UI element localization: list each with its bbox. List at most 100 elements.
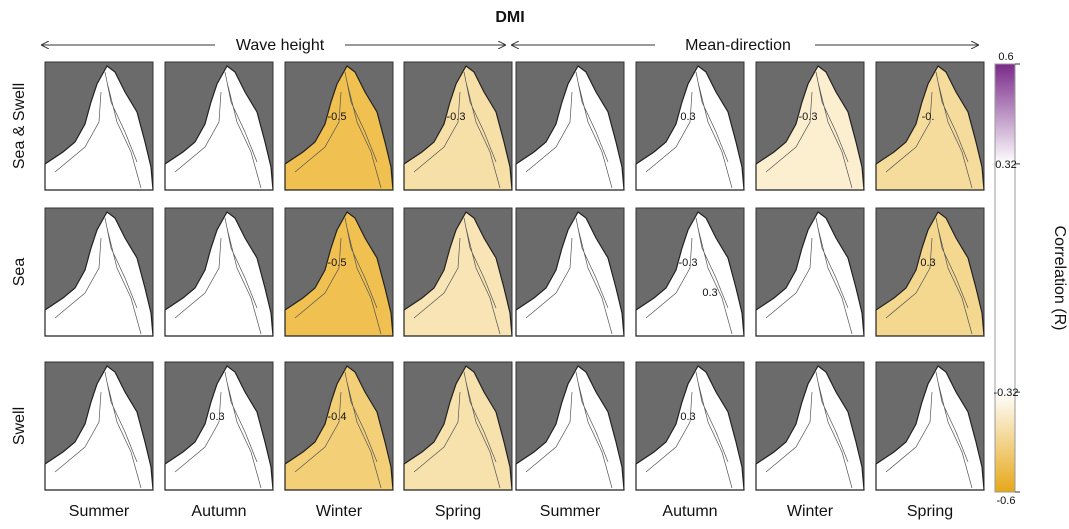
contour bbox=[54, 71, 142, 189]
correlation-shading bbox=[284, 365, 394, 491]
colorbar-tick-label: -0.6 bbox=[997, 495, 1016, 507]
contour bbox=[54, 371, 142, 489]
row-label: Sea & Swell bbox=[11, 83, 28, 169]
correlation-shading bbox=[515, 211, 625, 337]
row-label: Swell bbox=[11, 407, 28, 445]
correlation-shading bbox=[635, 65, 745, 191]
contour bbox=[525, 71, 613, 189]
map-panel bbox=[44, 61, 154, 191]
column-label: Autumn bbox=[191, 503, 246, 520]
contour bbox=[174, 71, 262, 189]
contour-label: -0.4 bbox=[328, 411, 347, 423]
correlation-shading bbox=[875, 211, 985, 337]
correlation-shading bbox=[44, 211, 154, 337]
colorbar-tick-label: -0.32 bbox=[993, 387, 1018, 399]
correlation-shading bbox=[284, 65, 394, 191]
map-panel: -0.3 0.3 bbox=[635, 207, 745, 337]
colorbar bbox=[994, 63, 1016, 493]
map-panel: 0.3 bbox=[164, 361, 274, 491]
row-label: Sea bbox=[11, 258, 28, 287]
column-label: Spring bbox=[435, 503, 481, 520]
map-panel bbox=[875, 361, 985, 491]
map-panel bbox=[515, 61, 625, 191]
map-panel: -0.5 bbox=[284, 61, 394, 191]
column-label: Winter bbox=[787, 503, 834, 520]
group-label: Mean-direction bbox=[685, 37, 791, 54]
contour-label: 0.3 bbox=[209, 411, 224, 423]
correlation-shading bbox=[164, 65, 274, 191]
correlation-shading bbox=[164, 365, 274, 491]
correlation-shading bbox=[403, 211, 513, 337]
column-label: Summer bbox=[69, 503, 130, 520]
colorbar-tick-label: 0.32 bbox=[995, 159, 1016, 171]
correlation-shading bbox=[515, 365, 625, 491]
contour-label: 0.3 bbox=[920, 257, 935, 269]
contour-label: 0.3 bbox=[702, 287, 717, 299]
correlation-shading bbox=[515, 65, 625, 191]
column-label: Summer bbox=[540, 503, 601, 520]
map-panel bbox=[515, 207, 625, 337]
correlation-shading bbox=[635, 211, 745, 337]
map-panel bbox=[164, 61, 274, 191]
contour bbox=[765, 217, 853, 335]
contour bbox=[54, 217, 142, 335]
correlation-shading bbox=[875, 365, 985, 491]
contour bbox=[294, 217, 382, 335]
contour-label: 0.3 bbox=[680, 111, 695, 123]
correlation-shading bbox=[755, 65, 865, 191]
map-panel: -0.4 bbox=[284, 361, 394, 491]
group-label: Wave height bbox=[236, 37, 325, 54]
contour-label: -0.5 bbox=[328, 257, 347, 269]
map-panel bbox=[403, 207, 513, 337]
map-panel bbox=[44, 207, 154, 337]
contour bbox=[294, 371, 382, 489]
contour bbox=[765, 71, 853, 189]
correlation-shading bbox=[755, 365, 865, 491]
contour bbox=[174, 371, 262, 489]
column-label: Winter bbox=[316, 503, 363, 520]
correlation-shading bbox=[44, 65, 154, 191]
correlation-shading bbox=[164, 211, 274, 337]
contour-label: -0.3 bbox=[799, 111, 818, 123]
contour bbox=[174, 217, 262, 335]
correlation-shading bbox=[875, 65, 985, 191]
contour-label: -0.5 bbox=[328, 111, 347, 123]
contour bbox=[645, 217, 733, 335]
map-panel bbox=[515, 361, 625, 491]
correlation-shading bbox=[755, 211, 865, 337]
map-panel: 0.3 bbox=[875, 207, 985, 337]
title: DMI bbox=[495, 9, 524, 26]
contour bbox=[645, 71, 733, 189]
contour bbox=[294, 71, 382, 189]
contour-label: 0.3 bbox=[680, 411, 695, 423]
map-panel: -0.3 bbox=[755, 61, 865, 191]
contour bbox=[885, 71, 973, 189]
contour bbox=[885, 371, 973, 489]
column-label: Autumn bbox=[662, 503, 717, 520]
contour-label: -0. bbox=[922, 111, 935, 123]
map-panel bbox=[164, 207, 274, 337]
correlation-shading bbox=[403, 365, 513, 491]
contour bbox=[413, 217, 501, 335]
column-label: Spring bbox=[907, 503, 953, 520]
colorbar-tick-label: 0.6 bbox=[998, 51, 1013, 63]
contour bbox=[885, 217, 973, 335]
contour bbox=[413, 71, 501, 189]
map-panel: 0.3 bbox=[635, 361, 745, 491]
correlation-shading bbox=[44, 365, 154, 491]
contour bbox=[525, 217, 613, 335]
map-panel bbox=[403, 361, 513, 491]
correlation-shading bbox=[635, 365, 745, 491]
map-panel bbox=[755, 207, 865, 337]
contour-label: -0.3 bbox=[679, 257, 698, 269]
contour bbox=[645, 371, 733, 489]
map-panel: -0.5 bbox=[284, 207, 394, 337]
map-panel bbox=[755, 361, 865, 491]
colorbar-label: Correlation (R) bbox=[1051, 226, 1068, 331]
contour-label: -0.3 bbox=[447, 111, 466, 123]
contour bbox=[765, 371, 853, 489]
map-panel bbox=[44, 361, 154, 491]
map-panel: -0.3 bbox=[403, 61, 513, 191]
map-panel: -0. bbox=[875, 61, 985, 191]
